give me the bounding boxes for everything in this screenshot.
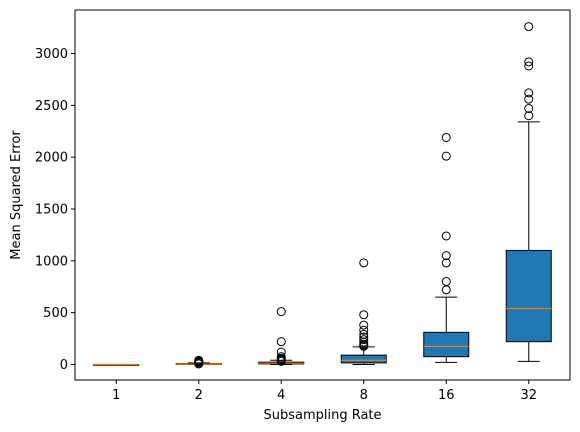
outlier-point — [524, 94, 534, 104]
x-tick-label: 2 — [195, 388, 203, 403]
outlier-point — [441, 231, 451, 241]
outlier-point — [359, 310, 369, 320]
outlier-point — [194, 355, 204, 365]
outlier-point — [441, 151, 451, 161]
box-group-1 — [93, 363, 140, 366]
iqr-box — [505, 249, 552, 343]
x-tick-label: 1 — [112, 388, 120, 403]
outlier-point — [441, 285, 451, 295]
y-axis-ticks: 0 500 1000 1500 2000 2500 3000 — [35, 47, 75, 373]
x-tick-label: 8 — [360, 388, 368, 403]
outlier-point — [359, 339, 369, 349]
outlier-point — [359, 329, 369, 339]
outlier-point — [524, 22, 534, 32]
outlier-point — [359, 258, 369, 268]
y-tick-label: 0 — [60, 358, 68, 373]
y-axis-label: Mean Squared Error — [9, 130, 24, 260]
y-tick-label: 1000 — [35, 254, 68, 269]
iqr-box — [423, 331, 470, 358]
outlier-point — [524, 61, 534, 71]
outlier-point — [441, 258, 451, 268]
y-tick-label: 500 — [43, 306, 68, 321]
y-tick-label: 1500 — [35, 202, 68, 217]
outlier-point — [359, 335, 369, 345]
x-axis-label: Subsampling Rate — [263, 408, 381, 423]
x-axis-ticks: 1 2 4 8 16 32 — [112, 380, 537, 403]
box-group-2 — [175, 355, 222, 369]
plot-marks — [93, 22, 552, 369]
outlier-point — [441, 277, 451, 287]
y-tick-label: 2500 — [35, 99, 68, 114]
y-tick-label: 3000 — [35, 47, 68, 62]
y-tick-label: 2000 — [35, 151, 68, 166]
outlier-point — [524, 57, 534, 67]
outlier-point — [276, 337, 286, 347]
x-tick-label: 16 — [438, 388, 455, 403]
iqr-box — [340, 354, 387, 364]
outlier-point — [276, 352, 286, 362]
outlier-point — [524, 111, 534, 121]
x-tick-label: 32 — [520, 388, 537, 403]
outlier-point — [359, 320, 369, 330]
box-group-4 — [258, 307, 305, 366]
box-group-32 — [505, 22, 552, 362]
outlier-point — [359, 325, 369, 335]
box-group-8 — [340, 258, 387, 365]
outlier-point — [524, 88, 534, 98]
outlier-point — [524, 103, 534, 113]
x-tick-label: 4 — [277, 388, 285, 403]
outlier-point — [441, 251, 451, 261]
outlier-point — [276, 347, 286, 357]
outlier-point — [276, 307, 286, 317]
outlier-point — [441, 132, 451, 142]
box-group-16 — [423, 132, 470, 363]
outlier-point — [359, 332, 369, 342]
plot-frame — [74, 9, 571, 381]
